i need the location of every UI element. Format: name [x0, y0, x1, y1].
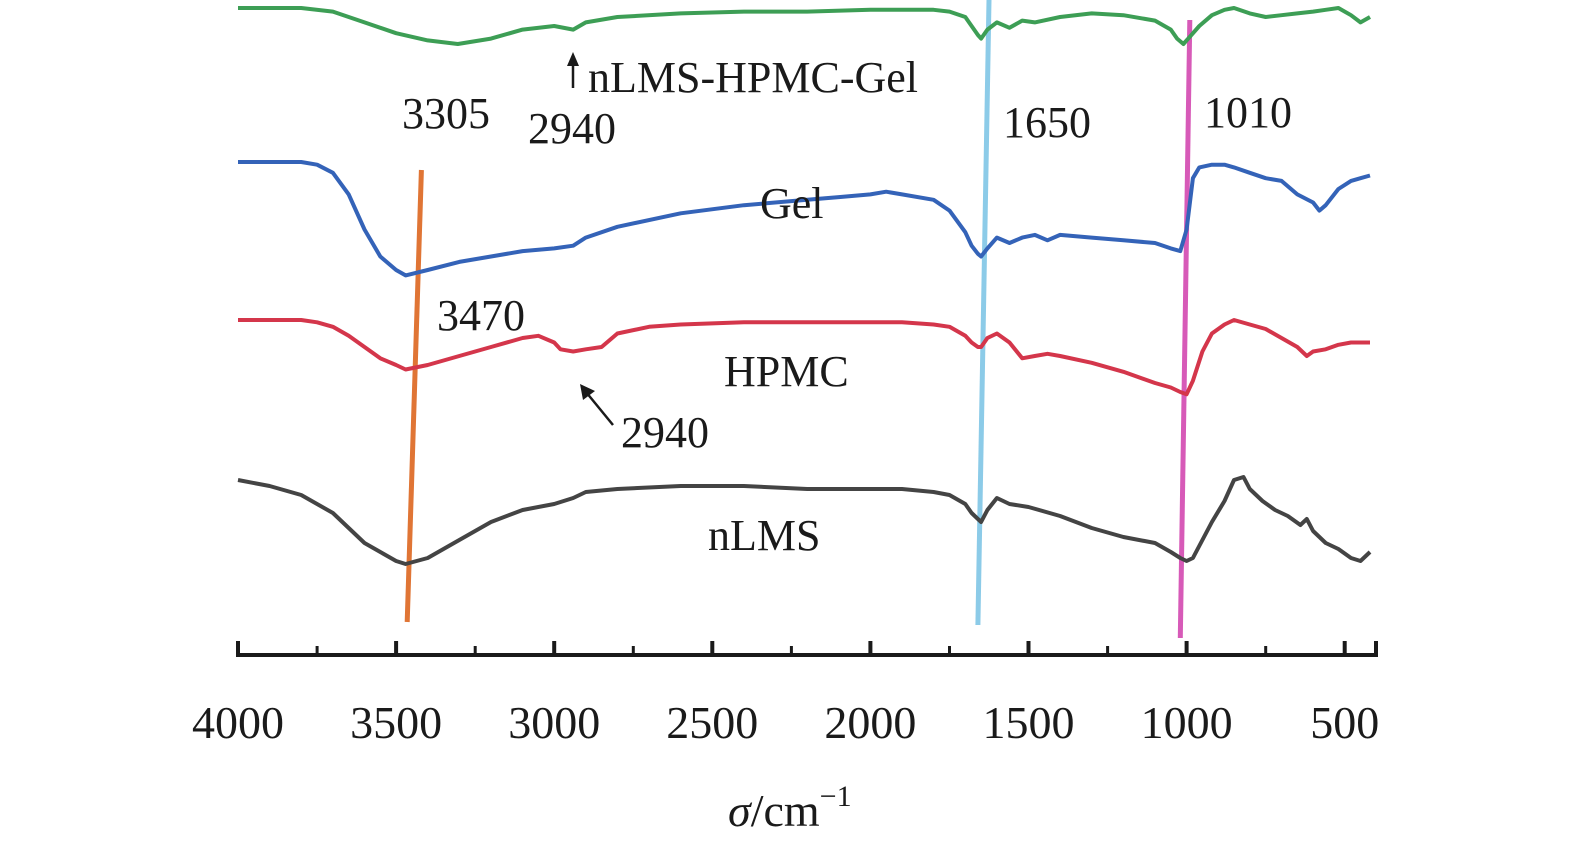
annotation-3305: 3305: [402, 89, 490, 138]
series-label-hpmc: HPMC: [724, 347, 849, 396]
arrow-2940-top: [567, 52, 579, 88]
arrow-2940-hpmc: [580, 384, 614, 426]
ref-line-1650: [975, 0, 992, 626]
x-tick-label-1000: 1000: [1141, 697, 1233, 748]
annotation-2940-hpmc: 2940: [621, 408, 709, 457]
series-line-gel: [238, 160, 1371, 278]
x-tick-label-1500: 1500: [983, 697, 1075, 748]
series-line-nlms-hpmc-gel: [238, 6, 1371, 46]
series-layer: [237, 6, 1372, 566]
x-axis-exponent: −1: [820, 780, 852, 813]
x-tick-label-4000: 4000: [192, 697, 284, 748]
series-label-nlms: nLMS: [708, 511, 820, 560]
x-tick-label-3500: 3500: [350, 697, 442, 748]
x-tick-label-2000: 2000: [824, 697, 916, 748]
x-axis-title: σ/cm−1: [728, 780, 852, 836]
series-line-nlms: [237, 475, 1372, 566]
x-tick-label-3000: 3000: [508, 697, 600, 748]
annotation-1010: 1010: [1204, 88, 1292, 137]
x-axis-unit: /cm: [751, 785, 820, 836]
x-tick-label-2500: 2500: [666, 697, 758, 748]
series-line-hpmc: [238, 318, 1370, 397]
x-tick-label-500: 500: [1310, 697, 1379, 748]
ref-line-3470: [404, 169, 424, 623]
x-axis-symbol: σ: [728, 785, 753, 836]
ref-line-1010: [1177, 19, 1193, 639]
annotation-2940-top: 2940: [528, 104, 616, 153]
x-axis-ticks: 4000 3500 3000 2500 2000 1500 1000 500: [192, 641, 1379, 748]
series-label-gel: Gel: [760, 179, 824, 228]
annotation-3470: 3470: [437, 291, 525, 340]
series-label-nlms-hpmc-gel: nLMS-HPMC-Gel: [588, 53, 918, 102]
annotation-1650: 1650: [1003, 98, 1091, 147]
